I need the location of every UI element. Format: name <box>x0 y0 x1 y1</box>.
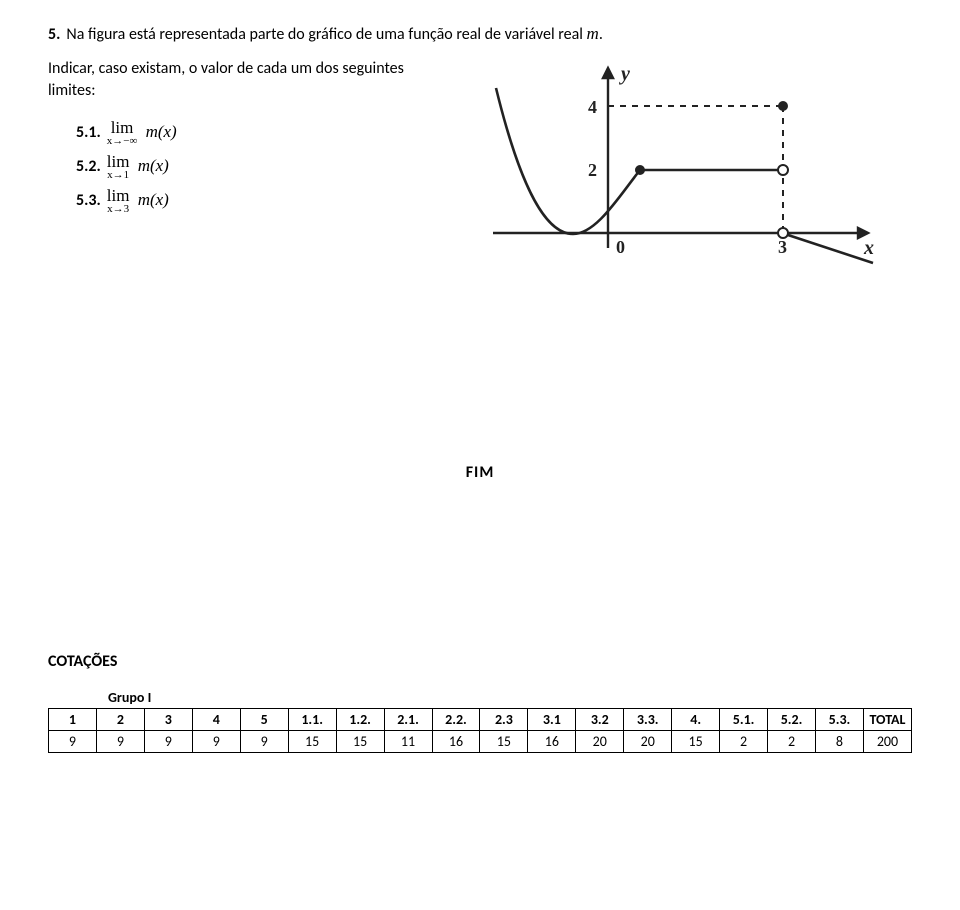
col-head: 1.2. <box>336 709 384 731</box>
col-head: 3.3. <box>624 709 672 731</box>
sub-num: 5.3. <box>76 191 101 210</box>
col-head: 2.3 <box>480 709 528 731</box>
origin-label: 0 <box>616 237 625 257</box>
ytick-2: 2 <box>588 160 597 180</box>
grading-table: 1 2 3 4 5 1.1. 1.2. 2.1. 2.2. 2.3 3.1 3.… <box>48 708 912 753</box>
col-head: 1 <box>49 709 97 731</box>
sub-list: 5.1. lim x→−∞ m(x) 5.2. lim x→1 <box>48 119 448 215</box>
grupo-label: Grupo I <box>48 689 912 706</box>
question-left: Indicar, caso existam, o valor de cada u… <box>48 58 448 221</box>
question-number: 5. <box>48 25 60 44</box>
cell: 20 <box>576 731 624 753</box>
closed-dot-icon <box>778 101 788 111</box>
sub-num: 5.1. <box>76 123 101 142</box>
limit-icon: lim x→3 <box>107 187 130 215</box>
sub-item-3: 5.3. lim x→3 m(x) <box>76 187 448 215</box>
cell: 8 <box>816 731 864 753</box>
cell: 2 <box>720 731 768 753</box>
axis-y-label: y <box>619 63 630 85</box>
fim-label: FIM <box>48 463 912 482</box>
col-head: 5.3. <box>816 709 864 731</box>
col-head: 3.2 <box>576 709 624 731</box>
cell: 9 <box>49 731 97 753</box>
sub-expr: lim x→1 m(x) <box>107 153 169 181</box>
col-head: 2.1. <box>384 709 432 731</box>
question-stem: 5. Na figura está representada parte do … <box>48 24 912 44</box>
col-head: 5.1. <box>720 709 768 731</box>
open-dot-icon <box>778 228 788 238</box>
col-head: 5.2. <box>768 709 816 731</box>
cell: 15 <box>672 731 720 753</box>
question-text: Na figura está representada parte do grá… <box>66 24 602 44</box>
graph-svg: y x 0 4 2 3 <box>488 58 878 278</box>
cell: 16 <box>528 731 576 753</box>
ytick-4: 4 <box>588 97 597 117</box>
cell: 16 <box>432 731 480 753</box>
cotacoes-title: COTAÇÕES <box>48 652 912 671</box>
axis-x-label: x <box>863 237 874 259</box>
cell: 9 <box>96 731 144 753</box>
cell: 20 <box>624 731 672 753</box>
cell: 9 <box>240 731 288 753</box>
cell: 15 <box>480 731 528 753</box>
limit-icon: lim x→−∞ <box>107 119 138 147</box>
limit-icon: lim x→1 <box>107 153 130 181</box>
col-head: 1.1. <box>288 709 336 731</box>
closed-dot-icon <box>635 165 645 175</box>
grading-block: Grupo I 1 2 3 4 5 1.1. 1.2. 2.1. 2.2. 2.… <box>48 689 912 753</box>
sub-expr: lim x→−∞ m(x) <box>107 119 177 147</box>
cell: 2 <box>768 731 816 753</box>
sub-expr: lim x→3 m(x) <box>107 187 169 215</box>
question-prompt: Indicar, caso existam, o valor de cada u… <box>48 58 448 103</box>
graph: y x 0 4 2 3 <box>488 58 912 283</box>
open-dot-icon <box>778 165 788 175</box>
sub-item-2: 5.2. lim x→1 m(x) <box>76 153 448 181</box>
cell: 15 <box>336 731 384 753</box>
xtick-3: 3 <box>778 237 787 257</box>
sub-item-1: 5.1. lim x→−∞ m(x) <box>76 119 448 147</box>
col-head: 3.1 <box>528 709 576 731</box>
col-head: 2 <box>96 709 144 731</box>
cell: 15 <box>288 731 336 753</box>
question-body: Indicar, caso existam, o valor de cada u… <box>48 58 912 283</box>
cell: 11 <box>384 731 432 753</box>
col-head: 3 <box>144 709 192 731</box>
cell: 200 <box>863 731 911 753</box>
table-row: 9 9 9 9 9 15 15 11 16 15 16 20 20 15 2 2 <box>49 731 912 753</box>
col-head: 4 <box>192 709 240 731</box>
cell: 9 <box>192 731 240 753</box>
sub-num: 5.2. <box>76 157 101 176</box>
table-row: 1 2 3 4 5 1.1. 1.2. 2.1. 2.2. 2.3 3.1 3.… <box>49 709 912 731</box>
page: 5. Na figura está representada parte do … <box>0 0 960 777</box>
col-head: TOTAL <box>863 709 911 731</box>
col-head: 5 <box>240 709 288 731</box>
col-head: 2.2. <box>432 709 480 731</box>
cell: 9 <box>144 731 192 753</box>
col-head: 4. <box>672 709 720 731</box>
